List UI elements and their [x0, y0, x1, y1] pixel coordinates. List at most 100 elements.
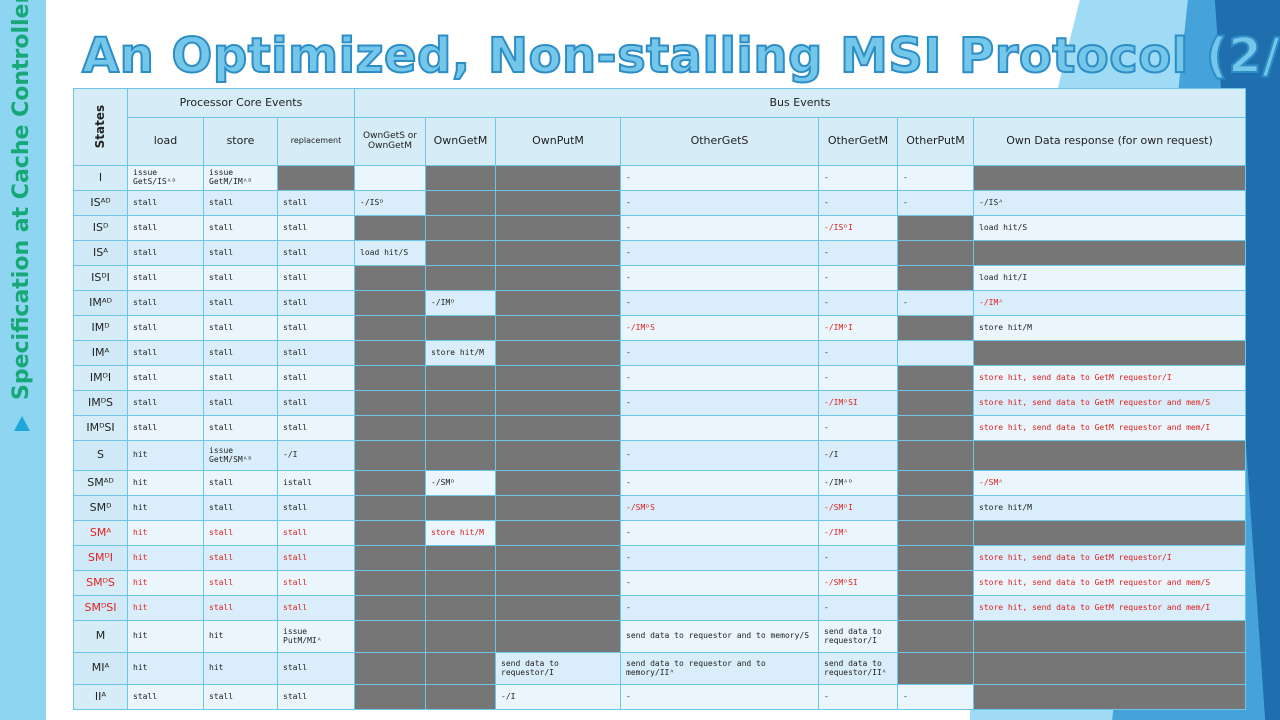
transition-cell: - — [897, 684, 974, 710]
state-cell: SMᴰ — [73, 495, 128, 521]
blocked-cell — [495, 595, 621, 621]
transition-cell: hit — [127, 652, 204, 685]
transition-cell: -/ISᴰI — [818, 215, 898, 241]
table-row: SMᴬᴰ hit stall istall -/SMᴰ - -/IMᴬᴰ -/SMᴬ — [73, 470, 1247, 496]
transition-cell: -/IMᴬᴰ — [818, 470, 898, 496]
transition-cell: issue GetS/ISᴬᴰ — [127, 165, 204, 191]
transition-cell: -/ISᴰ — [354, 190, 426, 216]
transition-cell: stall — [277, 340, 355, 366]
transition-cell: hit — [203, 620, 278, 653]
transition-cell: - — [620, 290, 819, 316]
transition-cell: store hit/M — [972, 315, 1247, 341]
transition-cell: -/SMᴰ — [425, 470, 496, 496]
blocked-cell — [897, 315, 974, 341]
transition-cell — [897, 340, 974, 366]
state-cell: IMᴬᴰ — [73, 290, 128, 316]
blocked-cell — [354, 520, 426, 546]
blocked-cell — [897, 595, 974, 621]
blocked-cell — [425, 595, 496, 621]
blocked-cell — [495, 620, 621, 653]
state-cell: ISᴰ — [73, 215, 128, 241]
blocked-cell — [897, 545, 974, 571]
blocked-cell — [495, 415, 621, 441]
table-row: IMᴬᴰ stall stall stall -/IMᴰ - - - -/IMᴬ — [73, 290, 1247, 316]
transition-cell: istall — [277, 470, 355, 496]
transition-cell: stall — [277, 390, 355, 416]
transition-cell: stall — [277, 570, 355, 596]
blocked-cell — [425, 684, 496, 710]
blocked-cell — [354, 495, 426, 521]
column-header: load — [127, 117, 204, 166]
transition-cell: issue GetM/IMᴬᴰ — [203, 165, 278, 191]
transition-cell: stall — [203, 290, 278, 316]
blocked-cell — [425, 165, 496, 191]
blocked-cell — [354, 315, 426, 341]
transition-cell: stall — [203, 265, 278, 291]
transition-cell: stall — [203, 684, 278, 710]
transition-cell: - — [620, 365, 819, 391]
transition-cell: - — [818, 265, 898, 291]
transition-cell: hit — [127, 520, 204, 546]
blocked-cell — [897, 470, 974, 496]
blocked-cell — [897, 265, 974, 291]
transition-cell: - — [818, 545, 898, 571]
transition-cell: - — [620, 470, 819, 496]
transition-cell: - — [620, 190, 819, 216]
transition-cell: load hit/I — [972, 265, 1247, 291]
blocked-cell — [495, 240, 621, 266]
transition-cell: stall — [277, 415, 355, 441]
state-cell: ISᴰI — [73, 265, 128, 291]
transition-cell: stall — [127, 415, 204, 441]
transition-cell: -/IMᴬ — [818, 520, 898, 546]
transition-cell: hit — [127, 440, 204, 471]
transition-cell: -/IMᴰSI — [818, 390, 898, 416]
state-cell: IMᴰSI — [73, 415, 128, 441]
blocked-cell — [495, 520, 621, 546]
blocked-cell — [897, 390, 974, 416]
transition-cell: stall — [127, 365, 204, 391]
blocked-cell — [897, 365, 974, 391]
blocked-cell — [495, 545, 621, 571]
table-row: SMᴬ hit stall stall store hit/M - -/IMᴬ — [73, 520, 1247, 546]
transition-cell: store hit, send data to GetM requestor a… — [972, 390, 1247, 416]
transition-cell: load hit/S — [354, 240, 426, 266]
blocked-cell — [495, 390, 621, 416]
transition-cell: stall — [277, 190, 355, 216]
blocked-cell — [354, 365, 426, 391]
blocked-cell — [972, 684, 1247, 710]
blocked-cell — [425, 652, 496, 685]
transition-cell: hit — [127, 595, 204, 621]
blocked-cell — [897, 570, 974, 596]
blocked-cell — [354, 470, 426, 496]
state-cell: IMᴰ — [73, 315, 128, 341]
blocked-cell — [495, 190, 621, 216]
transition-cell: - — [620, 265, 819, 291]
transition-cell: stall — [203, 390, 278, 416]
transition-cell: stall — [203, 470, 278, 496]
transition-cell: - — [818, 684, 898, 710]
blocked-cell — [897, 415, 974, 441]
blocked-cell — [495, 570, 621, 596]
transition-cell: - — [620, 165, 819, 191]
column-header: OtherGetS — [620, 117, 819, 166]
transition-cell: stall — [203, 415, 278, 441]
transition-cell: -/I — [818, 440, 898, 471]
transition-cell: stall — [203, 315, 278, 341]
transition-cell: - — [620, 545, 819, 571]
transition-cell: stall — [203, 365, 278, 391]
transition-cell: stall — [203, 340, 278, 366]
table-row: IMᴬ stall stall stall store hit/M - - — [73, 340, 1247, 366]
transition-cell: stall — [127, 684, 204, 710]
transition-cell: stall — [277, 315, 355, 341]
transition-cell: stall — [127, 265, 204, 291]
transition-cell: - — [620, 595, 819, 621]
blocked-cell — [495, 365, 621, 391]
states-header: States — [73, 88, 128, 166]
blocked-cell — [897, 440, 974, 471]
blocked-cell — [354, 340, 426, 366]
column-header: OwnPutM — [495, 117, 621, 166]
transition-cell: send data to requestor/I — [818, 620, 898, 653]
blocked-cell — [354, 415, 426, 441]
transition-cell: stall — [277, 595, 355, 621]
transition-cell: issue PutM/MIᴬ — [277, 620, 355, 653]
